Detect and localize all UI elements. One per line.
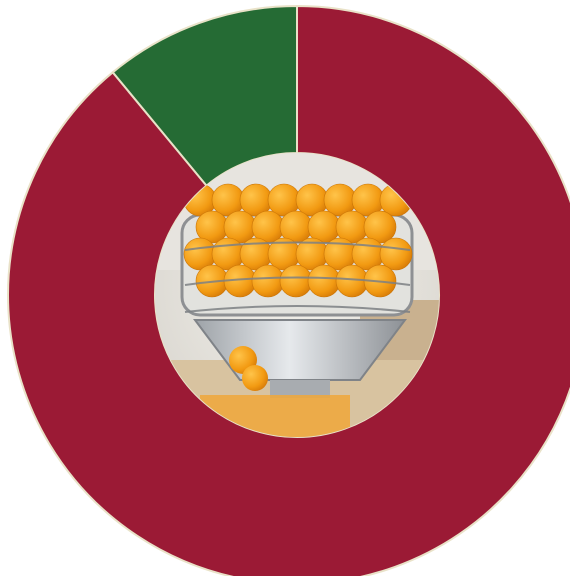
orange <box>307 264 341 298</box>
orange <box>279 264 313 298</box>
orange <box>251 264 285 298</box>
orange <box>379 237 413 271</box>
oranges-cluster <box>183 183 413 298</box>
center-orange-juicer-photo <box>155 153 439 437</box>
